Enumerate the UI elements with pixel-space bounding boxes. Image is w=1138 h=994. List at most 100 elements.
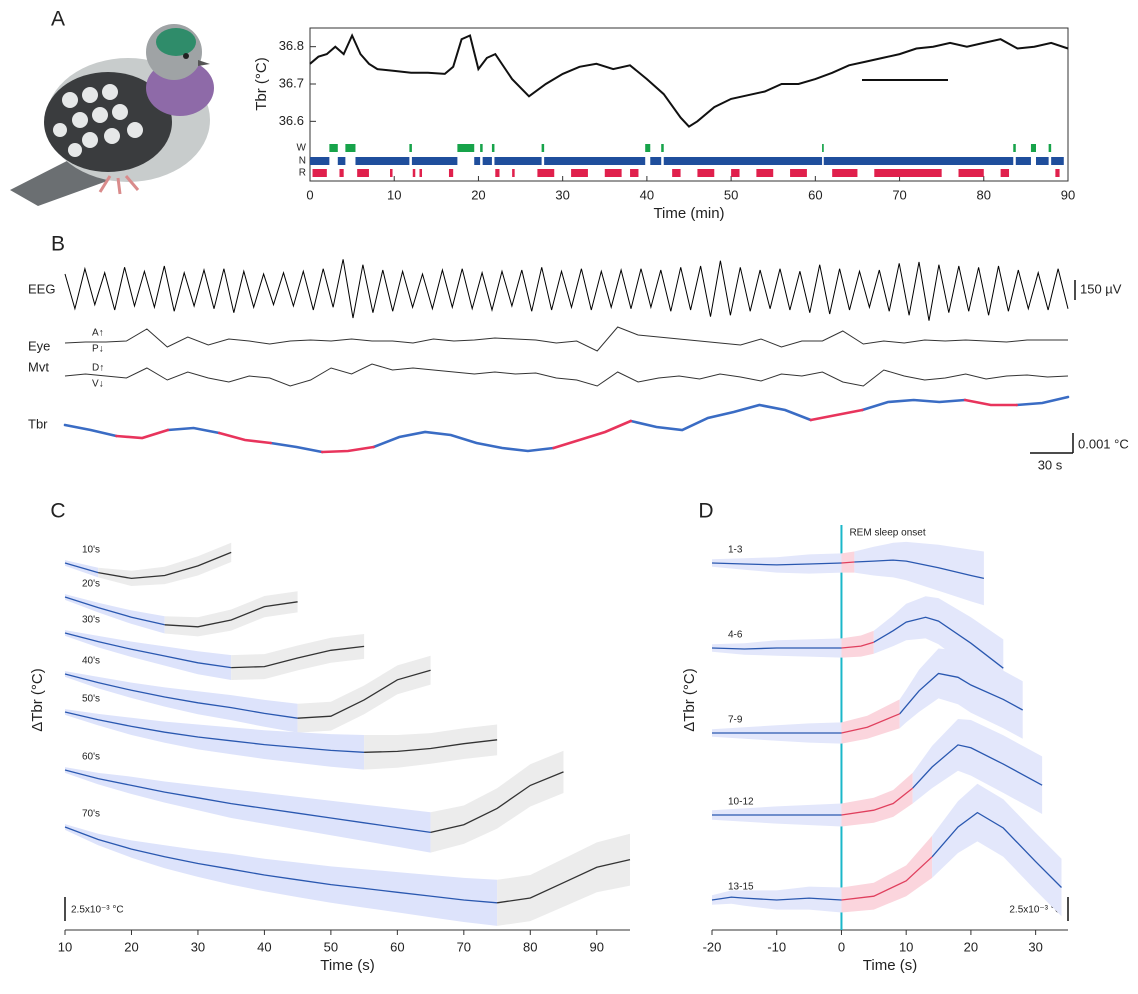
- eeg-scale-label: 150 µV: [1080, 281, 1122, 296]
- state-label: W: [297, 143, 307, 154]
- mean-line: [64, 826, 498, 904]
- series-label: 30's: [82, 615, 100, 626]
- state-interval: [823, 157, 1014, 165]
- state-interval: [1051, 157, 1064, 165]
- x-tick-label: 50: [324, 939, 338, 954]
- state-interval: [822, 144, 824, 152]
- rem-tbr-trace: [320, 445, 375, 454]
- confidence-band: [430, 750, 564, 853]
- x-tick-label: 30: [555, 187, 569, 202]
- state-interval: [1015, 157, 1031, 165]
- x-axis-label: Time (min): [653, 205, 724, 222]
- state-interval: [731, 169, 740, 177]
- x-tick-label: 20: [964, 939, 978, 954]
- eye: [183, 53, 189, 59]
- state-interval: [357, 169, 369, 177]
- series-label: 10-12: [728, 797, 754, 808]
- x-tick-label: 60: [808, 187, 822, 202]
- mean-line: [231, 645, 365, 669]
- state-interval: [312, 169, 327, 177]
- state-interval: [411, 157, 458, 165]
- confidence-band: [231, 634, 365, 680]
- confidence-band: [841, 699, 900, 744]
- state-interval: [457, 144, 475, 152]
- trace-label: Mvt: [28, 359, 49, 374]
- trace-label: EEG: [28, 281, 55, 296]
- neck-green: [156, 28, 196, 56]
- series-label: 40's: [82, 656, 100, 667]
- x-tick-label: 10: [387, 187, 401, 202]
- mean-line: [98, 551, 232, 580]
- x-tick-label: 90: [590, 939, 604, 954]
- state-interval: [650, 157, 662, 165]
- trace-label: Tbr: [28, 416, 48, 431]
- state-interval: [337, 157, 346, 165]
- x-tick-label: 0: [306, 187, 313, 202]
- confidence-band: [297, 655, 431, 733]
- x-tick-label: 80: [523, 939, 537, 954]
- state-interval: [604, 169, 622, 177]
- y-axis-label: ΔTbr (°C): [29, 668, 46, 732]
- series-label: 4-6: [728, 630, 743, 641]
- beak: [198, 60, 210, 66]
- state-interval: [1000, 169, 1010, 177]
- state-interval: [482, 157, 492, 165]
- confidence-band: [932, 783, 1062, 917]
- y-tick-label: 36.8: [279, 38, 304, 53]
- x-tick-label: 30: [1028, 939, 1042, 954]
- state-interval: [541, 144, 545, 152]
- confidence-band: [364, 724, 498, 770]
- nrem-tbr-trace: [629, 403, 813, 432]
- x-tick-label: 80: [977, 187, 991, 202]
- mean-line: [841, 561, 855, 564]
- nrem-tbr-trace: [63, 423, 118, 438]
- eeg-trace: [64, 259, 1069, 321]
- direction-label: D↑: [92, 363, 104, 374]
- nrem-tbr-trace: [372, 430, 555, 453]
- x-tick-label: 10: [899, 939, 913, 954]
- state-interval: [790, 169, 807, 177]
- mean-line: [873, 616, 1004, 669]
- x-tick-label: 40: [640, 187, 654, 202]
- mean-line: [841, 856, 933, 901]
- nrem-tbr-trace: [166, 426, 221, 435]
- x-tick-label: 70: [457, 939, 471, 954]
- x-tick-label: 70: [892, 187, 906, 202]
- confidence-band: [65, 630, 232, 680]
- series-label: 1-3: [728, 545, 743, 556]
- state-interval: [672, 169, 681, 177]
- state-interval: [448, 169, 454, 177]
- confidence-band: [65, 594, 165, 634]
- confidence-band: [65, 767, 431, 853]
- mean-line: [364, 739, 498, 753]
- state-interval: [412, 169, 416, 177]
- nrem-tbr-trace: [1015, 395, 1070, 407]
- x-tick-label: 30: [191, 939, 205, 954]
- rem-tbr-trace: [218, 431, 272, 445]
- state-interval: [339, 169, 344, 177]
- series-label: 10's: [82, 545, 100, 556]
- mean-line: [841, 713, 900, 734]
- state-interval: [491, 144, 495, 152]
- panel-letter: A: [51, 8, 65, 31]
- y-axis-label: ΔTbr (°C): [681, 668, 698, 732]
- state-interval: [1035, 157, 1049, 165]
- mean-line: [899, 672, 1024, 715]
- state-interval: [1013, 144, 1016, 152]
- state-interval: [409, 144, 412, 152]
- pigeon-illustration: [10, 24, 214, 206]
- mean-line: [164, 601, 298, 628]
- scale-label: 2.5x10⁻³ °C: [71, 905, 124, 916]
- state-interval: [697, 169, 715, 177]
- series-label: 50's: [82, 694, 100, 705]
- mean-line: [64, 596, 165, 626]
- state-interval: [544, 157, 646, 165]
- state-interval: [645, 144, 651, 152]
- confidence-band: [98, 542, 232, 586]
- confidence-band: [841, 630, 874, 658]
- state-interval: [474, 157, 481, 165]
- x-axis-label: Time (s): [320, 957, 374, 974]
- state-interval: [571, 169, 588, 177]
- state-interval: [512, 169, 515, 177]
- series-label: 70's: [82, 809, 100, 820]
